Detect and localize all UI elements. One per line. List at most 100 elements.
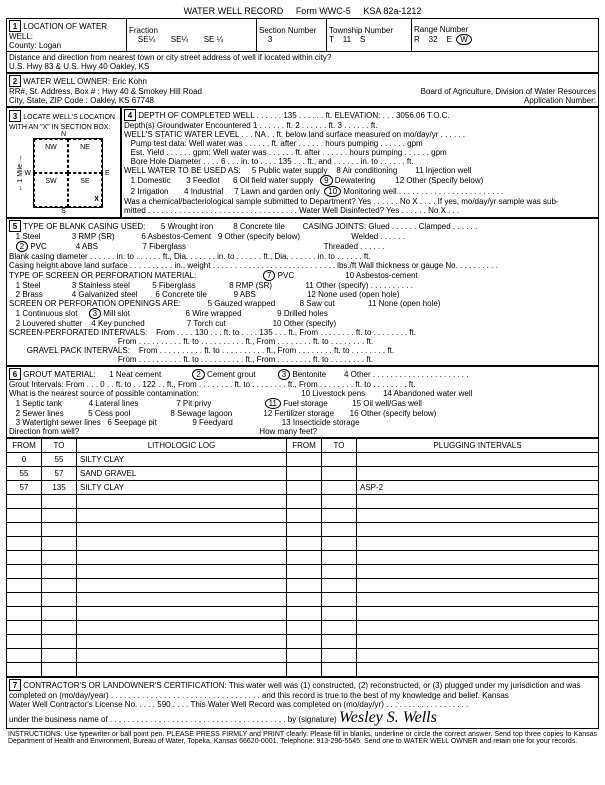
log-h-to2: TO: [322, 439, 357, 453]
diam-ft3: ft.: [364, 252, 371, 261]
section-num-1: 1: [9, 20, 21, 32]
height-in: in., weight: [174, 261, 210, 270]
s2: 2 Brass: [16, 290, 43, 299]
township-label: Township Number: [329, 26, 393, 35]
cert-record: and this record is true to the best of m…: [262, 691, 509, 700]
int-to-v: 122: [142, 380, 155, 389]
table-row: 055SILTY CLAY: [7, 453, 599, 467]
o3-circle: 3: [89, 308, 101, 319]
bore-in-to: in. to: [361, 157, 378, 166]
use-label: WELL WATER TO BE USED AS:: [124, 166, 241, 175]
elev-value: 3056.06 T.O.C.: [396, 111, 450, 120]
table-row: 57135SILTY CLAYASP-2: [7, 481, 599, 495]
grid-nw: NW: [34, 139, 68, 173]
c5: 5 Wrought iron: [161, 222, 213, 231]
section-2-owner: 2 WATER WELL OWNER: Eric Kohn RR#, St. A…: [6, 73, 599, 107]
perf-label: SCREEN-PERFORATED INTERVALS:: [9, 328, 147, 337]
grout-title: GROUT MATERIAL:: [23, 370, 96, 379]
s3: 3 Stainless steel: [72, 281, 130, 290]
welded: Welded . . . . . .: [351, 232, 405, 241]
p15: 15 Oil well/Gas well: [352, 399, 422, 408]
o5: 5 Gauzed wrapped: [208, 299, 276, 308]
p12: 12 Fertilizer storage: [263, 409, 334, 418]
fraction-3: SE ¼: [204, 35, 224, 44]
depth-title: DEPTH OF COMPLETED WELL: [138, 111, 254, 120]
perf-from: From: [156, 328, 175, 337]
perf-to-v: 135: [259, 328, 272, 337]
lic-value: 590: [157, 700, 170, 709]
disinf-no: No X: [428, 206, 446, 215]
table-row: [7, 509, 599, 523]
elev-label: ft. ELEVATION:: [326, 111, 381, 120]
diam-in3: in. to: [318, 252, 335, 261]
o8: 8 Saw cut: [300, 299, 335, 308]
log-h-lith: LITHOLOGIC LOG: [77, 439, 287, 453]
table-row: [7, 523, 599, 537]
s8: 8 RMP (SR): [229, 281, 272, 290]
s9: 9 ABS: [234, 290, 256, 299]
s12: 12 None used (open hole): [307, 290, 400, 299]
c9: 9 Other (specify below): [218, 232, 300, 241]
dir-label: Direction from well?: [9, 427, 79, 436]
s10: 10 Asbestos-cement: [345, 271, 417, 280]
static-after: ft. below land surface measured on mo/da…: [277, 130, 439, 139]
log-h-from: FROM: [7, 439, 42, 453]
diam-in2: in. to: [217, 252, 234, 261]
section-7-certification: 7 CONTRACTOR'S OR LANDOWNER'S CERTIFICAT…: [6, 677, 599, 729]
mitted: mitted: [124, 206, 146, 215]
u3: 3 Feedlot: [186, 176, 219, 185]
c8: 8 Concrete tile: [233, 222, 285, 231]
table-row: [7, 565, 599, 579]
bore-ft2: ft.: [407, 157, 414, 166]
table-row: 5557SAND GRAVEL: [7, 467, 599, 481]
section-3-locate: 3 LOCATE WELL'S LOCATION WITH AN "X" IN …: [6, 107, 121, 218]
u4: 4 Industrial: [184, 187, 223, 196]
est-label: Est. Yield: [131, 148, 164, 157]
int-from: 0: [100, 380, 104, 389]
table-row: [7, 621, 599, 635]
form-number: Form WWC-5: [296, 6, 351, 16]
signature: Wesley S. Wells: [339, 709, 437, 726]
board-text: Board of Agriculture, Division of Water …: [421, 87, 596, 96]
o10: 10 Other (specify): [273, 319, 337, 328]
log-h-to: TO: [42, 439, 77, 453]
grav-ft: ft., From: [266, 346, 296, 355]
table-row: [7, 551, 599, 565]
addr-label: RR#, St. Address, Box # :: [9, 87, 100, 96]
open-title: SCREEN OR PERFORATION OPENINGS ARE:: [9, 299, 181, 308]
diam-ft2: ft., Dia.: [263, 252, 288, 261]
section-num-6: 6: [9, 368, 21, 380]
section-num-5: 5: [9, 220, 21, 232]
s7-circle: 7: [263, 270, 275, 281]
township-s: S: [360, 35, 365, 44]
gw2: ft. 2: [286, 121, 299, 130]
joints: CASING JOINTS: Glued . . . . . . Clamped…: [303, 222, 478, 231]
chem-label: Was a chemical/bacteriological sample su…: [124, 197, 371, 206]
perf-to: ft. to: [224, 328, 240, 337]
section-value: 3: [268, 35, 272, 44]
sig-label: by (signature): [288, 715, 337, 724]
s1: 1 Steel: [16, 281, 41, 290]
u5: 5 Public water supply: [252, 166, 328, 175]
p11-circle: 11: [265, 398, 281, 409]
section-num-4: 4: [124, 109, 136, 121]
owner-name: Eric Kohn: [112, 77, 147, 86]
static-value: NA: [255, 130, 266, 139]
int-ft2: ft., From: [288, 380, 318, 389]
p8: 8 Sewage lagoon: [170, 409, 232, 418]
g2-circle: 2: [192, 369, 204, 380]
feet-label: How many feet?: [259, 427, 317, 436]
county-value: Logan: [39, 41, 61, 50]
p9: 9 Feedyard: [192, 418, 232, 427]
section-num-7: 7: [9, 679, 21, 691]
int-ft: ft., From: [167, 380, 197, 389]
gw1: 1: [253, 121, 257, 130]
int-label: Grout Intervals: From: [9, 380, 85, 389]
form-header: WATER WELL RECORD Form WWC-5 KSA 82a-121…: [6, 6, 599, 16]
p5: 5 Cess pool: [88, 409, 130, 418]
bore-depth: 135: [278, 157, 291, 166]
s4: 4 Galvanized steel: [72, 290, 138, 299]
c6: 6 Asbestos-Cement: [141, 232, 211, 241]
lithologic-log-table: FROM TO LITHOLOGIC LOG FROM TO PLUGGING …: [6, 438, 599, 677]
township-value: 11: [343, 35, 351, 44]
